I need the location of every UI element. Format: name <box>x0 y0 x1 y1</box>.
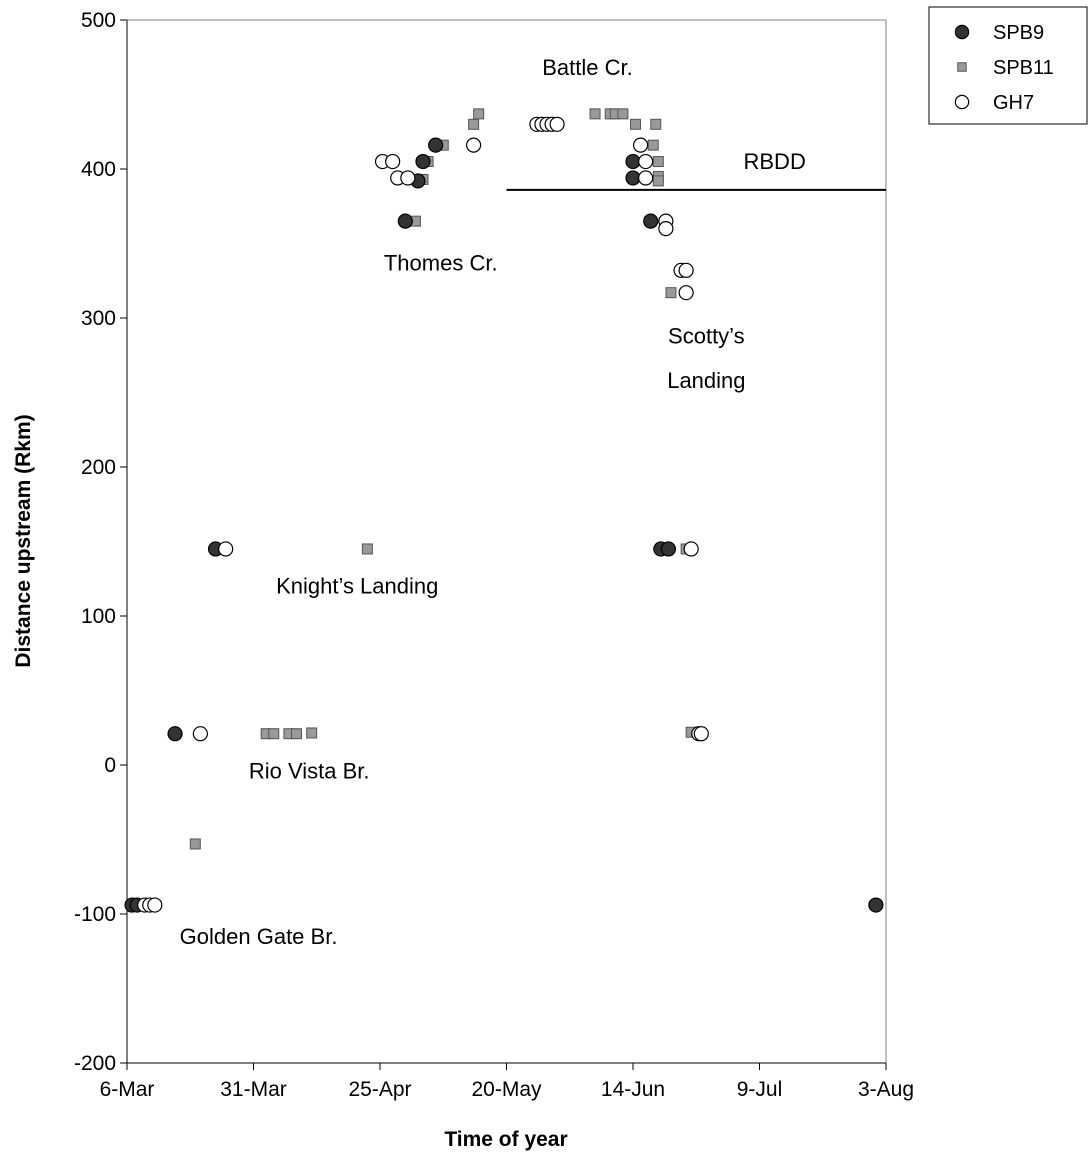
data-point-spb11 <box>589 108 601 120</box>
data-point-gh7 <box>658 221 674 237</box>
data-point-spb9 <box>428 137 444 153</box>
data-point-spb11 <box>473 108 485 120</box>
data-point-spb9 <box>643 213 659 229</box>
y-axis-title: Distance upstream (Rkm) <box>12 414 35 667</box>
data-point-spb11 <box>652 175 664 187</box>
data-point-spb11 <box>630 118 642 130</box>
x-tick-label: 25-Apr <box>348 1078 411 1101</box>
data-points <box>124 108 884 913</box>
data-point-gh7 <box>678 262 694 278</box>
data-point-gh7 <box>400 170 416 186</box>
annotation-rio-vista-br: Rio Vista Br. <box>249 758 370 783</box>
x-tick-label: 9-Jul <box>737 1078 783 1101</box>
x-tick-label: 3-Aug <box>858 1078 914 1101</box>
data-point-gh7 <box>147 897 163 913</box>
data-point-spb9 <box>625 153 641 170</box>
annotations: Battle Cr. RBDD Thomes Cr. Scotty’s Landing K… <box>180 55 806 949</box>
data-point-gh7 <box>192 726 208 742</box>
data-point-gh7 <box>638 170 654 186</box>
data-point-spb9 <box>167 726 183 742</box>
legend: SPB9 SPB11 GH7 <box>928 6 1088 125</box>
data-point-spb11 <box>617 108 629 120</box>
x-tick-label: 31-Mar <box>220 1078 287 1101</box>
data-point-spb9 <box>660 541 677 557</box>
legend-marker-spb9 <box>954 24 970 40</box>
annotation-golden-gate-br: Golden Gate Br. <box>180 924 338 949</box>
data-point-spb11 <box>650 118 662 130</box>
axis-titles: Time of year Distance upstream (Rkm) <box>12 414 568 1151</box>
data-point-spb11 <box>306 727 318 739</box>
data-point-spb9 <box>625 170 641 186</box>
y-tick-label: 100 <box>81 605 116 628</box>
x-tick-label: 20-May <box>471 1078 542 1101</box>
axes: -200 -100 0 100 200 300 400 500 6-Mar 31-Mar 25-Ap… <box>74 9 914 1101</box>
data-point-gh7 <box>385 153 401 170</box>
y-tick-label: 300 <box>81 307 116 330</box>
data-point-spb11 <box>268 728 280 740</box>
y-tick-label: 200 <box>81 456 116 479</box>
x-axis-title: Time of year <box>444 1128 567 1151</box>
legend-label-spb11: SPB11 <box>993 57 1054 79</box>
data-point-gh7 <box>632 137 649 153</box>
data-point-spb11 <box>468 118 480 130</box>
y-tick-label: 0 <box>104 754 116 777</box>
data-point-spb11 <box>361 543 373 555</box>
legend-label-spb9: SPB9 <box>993 22 1044 44</box>
x-tick-label: 6-Mar <box>100 1078 155 1101</box>
data-point-spb11 <box>652 156 664 168</box>
plot-frame <box>126 19 887 1064</box>
legend-marker-gh7 <box>954 94 970 110</box>
data-point-gh7 <box>678 285 694 301</box>
annotation-thomes-cr: Thomes Cr. <box>384 250 498 275</box>
annotation-landing: Landing <box>667 368 745 393</box>
legend-label-gh7: GH7 <box>993 92 1034 114</box>
data-point-gh7 <box>466 137 482 153</box>
x-tick-label: 14-Jun <box>601 1078 665 1101</box>
data-point-spb9 <box>397 213 413 229</box>
y-tick-label: -200 <box>74 1052 116 1075</box>
data-point-gh7 <box>549 116 565 132</box>
data-point-gh7 <box>683 541 699 557</box>
data-point-spb11 <box>189 838 201 850</box>
data-point-spb11 <box>291 728 303 740</box>
annotation-knight-s-landing: Knight’s Landing <box>276 574 438 599</box>
data-point-spb9 <box>415 153 431 170</box>
data-point-spb11 <box>665 287 677 299</box>
annotation-rbdd: RBDD <box>744 149 806 174</box>
annotation-battle-cr: Battle Cr. <box>542 55 632 80</box>
y-tick-label: -100 <box>74 903 116 926</box>
data-point-spb9 <box>868 897 884 913</box>
data-point-spb11 <box>647 139 659 151</box>
data-point-gh7 <box>693 726 709 742</box>
data-point-gh7 <box>638 153 654 170</box>
y-tick-label: 500 <box>81 9 116 32</box>
y-tick-label: 400 <box>81 158 116 181</box>
legend-marker-spb11 <box>957 62 967 72</box>
annotation-scotty-s: Scotty’s <box>668 323 745 348</box>
data-point-gh7 <box>218 541 234 557</box>
legend-items: SPB9 SPB11 GH7 <box>954 22 1054 114</box>
